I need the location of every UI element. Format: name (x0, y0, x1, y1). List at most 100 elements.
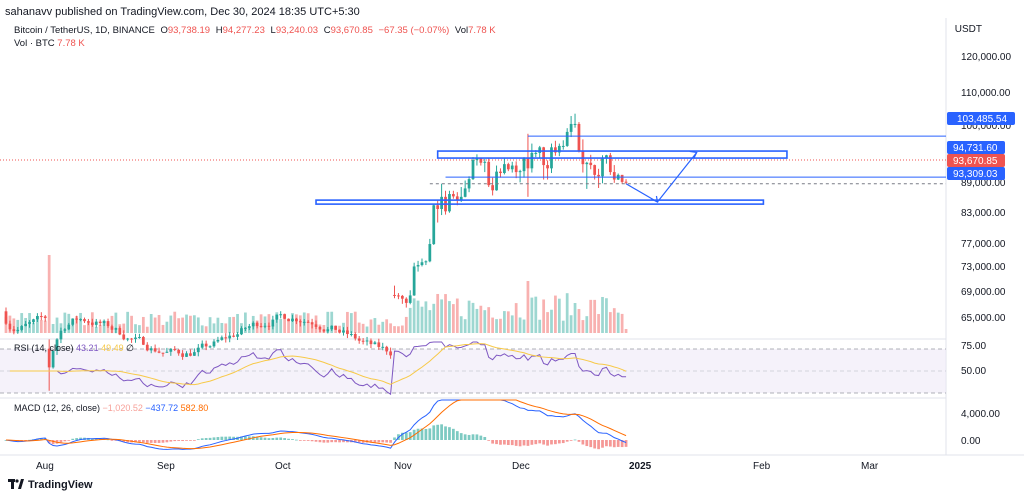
macd-histogram-bar (334, 440, 338, 443)
candle-body (275, 314, 279, 320)
candle-body (554, 147, 557, 153)
candle-body (59, 330, 63, 340)
candle-body (220, 337, 224, 340)
symbol-title[interactable]: Bitcoin / TetherUS, 1D, BINANCE (14, 25, 155, 36)
candle-body (83, 319, 86, 322)
macd-histogram-bar (612, 440, 616, 448)
candle-body (43, 316, 47, 319)
candle-body (90, 322, 94, 325)
macd-histogram-bar (424, 428, 428, 440)
macd-histogram-bar (463, 434, 467, 440)
candle-body (98, 321, 102, 324)
candle-body (373, 342, 377, 345)
macd-histogram-bar (185, 440, 188, 441)
candle-body (47, 348, 51, 368)
macd-histogram-bar (530, 440, 534, 445)
candle-body (487, 161, 491, 186)
candle-body (259, 326, 263, 328)
candle-body (365, 340, 369, 342)
volume-series-label[interactable]: Vol · BTC (14, 38, 55, 49)
candle-body (530, 152, 534, 169)
candle-body (283, 314, 287, 319)
candle-body (75, 318, 79, 320)
support-zone-box (436, 150, 788, 159)
volume-bar (605, 298, 608, 333)
open-label: O (160, 25, 168, 36)
candle-body (20, 326, 24, 330)
candle-body (585, 162, 589, 165)
candle-body (424, 261, 428, 263)
volume-bar (185, 314, 188, 333)
volume-bar (232, 316, 235, 333)
volume-bar (244, 312, 247, 333)
volume-bar (601, 296, 604, 333)
candle-body (181, 353, 184, 357)
candle-body (157, 351, 161, 353)
candle-body (565, 131, 569, 146)
price-tick: 89,000.00 (961, 178, 1006, 189)
candle-body (577, 123, 581, 152)
macd-histogram-bar (404, 432, 408, 440)
macd-histogram-bar (542, 440, 546, 445)
candle-body (302, 321, 306, 323)
price-badge-93309 (947, 167, 1005, 180)
macd-histogram-bar (177, 440, 181, 441)
macd-histogram-bar (204, 438, 208, 440)
macd-title[interactable]: MACD (12, 26, close) (14, 403, 101, 413)
macd-histogram-bar (452, 428, 455, 440)
time-label: 2025 (629, 461, 652, 472)
price-tick: 77,000.00 (961, 239, 1006, 250)
candle-body (279, 314, 283, 316)
macd-histogram-bar (106, 439, 110, 441)
candle-body (346, 330, 349, 335)
volume-bar (506, 311, 510, 333)
currency-label[interactable]: USDT (954, 24, 982, 35)
volume-bar (440, 299, 443, 333)
volume-bar (612, 308, 616, 333)
volume-bar (624, 329, 628, 333)
footer: TradingView (8, 479, 93, 491)
volume-bar (177, 318, 181, 333)
candle-body (338, 329, 341, 333)
close-value: 93,670.85 (330, 25, 373, 36)
candle-body (149, 348, 153, 351)
volume-bar (16, 319, 20, 333)
macd-legend[interactable]: MACD (12, 26, close) −1,020.52 −437.72 5… (14, 403, 208, 413)
volume-bar (212, 323, 216, 333)
macd-histogram-bar (161, 440, 165, 443)
rsi-title[interactable]: RSI (14, close) (14, 343, 74, 353)
candle-body (471, 159, 475, 180)
macd-histogram-bar (322, 440, 326, 443)
volume-bar (114, 312, 118, 333)
price-tick: 100,000.00 (961, 121, 1011, 132)
candle-body (247, 326, 251, 328)
volume-bar (452, 304, 455, 333)
volume-bar (369, 319, 373, 333)
macd-histogram-bar (208, 437, 212, 440)
close-label: C (323, 25, 331, 36)
rsi-legend[interactable]: RSI (14, close) 43.21 49.49 ∅ (14, 343, 134, 354)
volume-bar (83, 325, 86, 333)
candle-body (624, 181, 628, 183)
volume-bar (102, 320, 106, 333)
macd-histogram-bar (240, 436, 243, 440)
volume-bar (322, 324, 326, 333)
volume-bar (459, 316, 463, 333)
macd-histogram-bar (436, 424, 440, 440)
volume-bar (189, 315, 192, 333)
macd-histogram-bar (416, 428, 420, 440)
volume-bar (412, 298, 416, 333)
candle-body (298, 321, 302, 323)
price-badge-label: 94,731.60 (953, 143, 998, 154)
volume-bar (420, 306, 424, 333)
macd-histogram-bar (173, 440, 177, 442)
candle-body (32, 319, 35, 323)
macd-histogram-bar (200, 438, 204, 440)
macd-histogram-bar (565, 440, 569, 442)
candle-body (55, 339, 59, 351)
price-badge-label: 93,309.03 (953, 169, 998, 180)
macd-histogram-bar (432, 425, 436, 440)
volume-bar (408, 307, 412, 333)
price-badge-current (947, 154, 1005, 167)
